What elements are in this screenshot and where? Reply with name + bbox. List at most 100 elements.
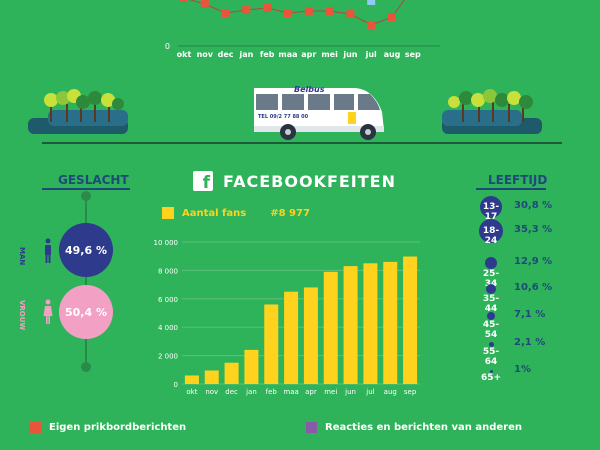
top-chart-xtick: mei: [321, 50, 338, 59]
fb-bar: [284, 291, 299, 384]
age-label: 13-17: [482, 202, 500, 222]
fb-xtick: mei: [324, 388, 337, 396]
fb-xtick: dec: [225, 388, 238, 396]
age-row: 45-54 7,1 %: [478, 305, 588, 340]
top-series-0-point: [242, 6, 251, 14]
top-series-0-point: [346, 10, 355, 18]
age-value: 10,6 %: [514, 282, 553, 293]
legend-reacties-label: Reacties en berichten van anderen: [325, 422, 522, 433]
age-row: 18-24 35,3 %: [478, 219, 588, 246]
woman-icon: [43, 299, 53, 324]
top-chart-xtick: jan: [238, 50, 253, 59]
age-label: 65+: [480, 372, 502, 383]
fb-xtick: jan: [245, 388, 257, 396]
fb-xtick: feb: [266, 388, 278, 396]
top-series-0-point: [388, 13, 396, 21]
fans-bar-chart: 0 2 000 4 000 6 000 8 000 10 000 okt nov dec jan f…: [154, 239, 420, 396]
fb-bar: [224, 362, 239, 384]
age-row: 65+ 1%: [478, 360, 588, 383]
fb-bar: [403, 256, 418, 384]
legend-eigen-swatch: [30, 422, 41, 433]
fans-legend: Aantal fans #8 977: [162, 207, 310, 219]
fb-bar: [264, 304, 279, 384]
legend-eigen: Eigen prikbordberichten: [30, 422, 186, 433]
top-chart-xtick: jun: [342, 50, 357, 59]
bus-illustration: [254, 88, 384, 140]
age-heading: LEEFTIJD: [488, 173, 548, 187]
age-row: 35-44 10,6 %: [478, 278, 588, 314]
age-label: 18-24: [482, 226, 500, 246]
fb-bar: [343, 266, 358, 384]
man-label: MAN: [18, 247, 26, 266]
top-series-0-point: [200, 0, 209, 8]
age-value: 1%: [514, 364, 531, 375]
fb-ytick: 4 000: [158, 324, 178, 332]
vrouw-circle: 50,4 %: [59, 285, 113, 339]
age-label: 45-54: [482, 320, 500, 340]
age-underline: [476, 188, 546, 190]
top-chart-xtick: feb: [260, 50, 275, 59]
age-dot: [489, 369, 493, 373]
top-chart-xtick: dec: [218, 50, 234, 59]
age-value: 35,3 %: [514, 224, 553, 235]
top-chart-xtick: nov: [197, 50, 214, 59]
top-chart-xtick: apr: [301, 50, 316, 59]
age-dot: [480, 196, 502, 218]
facebook-title-text: FACEBOOKFEITEN: [223, 171, 396, 191]
top-series-0-point: [325, 7, 334, 15]
age-label: 55-64: [482, 346, 500, 367]
top-series-line-0: [189, 0, 405, 26]
age-value: 12,9 %: [514, 256, 553, 267]
top-chart-xtick: aug: [384, 50, 401, 59]
legend-reacties: Reacties en berichten van anderen: [306, 422, 522, 433]
top-chart-xtick: maa: [278, 50, 297, 59]
trees-right-illustration: [442, 89, 542, 134]
man-icon: [45, 238, 51, 263]
vrouw-label: VROUW: [18, 300, 26, 331]
fb-xtick: okt: [186, 388, 197, 396]
fb-ytick: 10 000: [154, 239, 179, 247]
top-series-0-point: [180, 0, 188, 2]
fb-xtick: aug: [384, 388, 397, 396]
facebook-title: f FACEBOOKFEITEN: [193, 170, 396, 192]
fb-bar: [363, 263, 378, 384]
age-label: 35-44: [482, 294, 500, 314]
age-dot: [485, 257, 497, 269]
gender-dot-top: [81, 191, 91, 201]
age-dot: [479, 219, 503, 243]
fans-legend-label: Aantal fans: [182, 207, 247, 219]
gender-dot-bottom: [81, 362, 91, 372]
man-circle: 49,6 %: [59, 223, 113, 277]
fb-ytick: 2 000: [158, 353, 178, 361]
fb-xtick: maa: [283, 388, 298, 396]
bus-phone: TEL 09/2 77 88 00: [258, 114, 309, 120]
man-value: 49,6 %: [65, 243, 107, 257]
age-dot: [488, 341, 494, 347]
top-series-0-point: [284, 9, 292, 17]
top-series-0-point: [304, 7, 313, 15]
age-value: 2,1 %: [514, 337, 546, 348]
fb-ytick: 6 000: [158, 296, 178, 304]
fb-ytick: 0: [174, 381, 178, 389]
ground-line: [42, 142, 562, 144]
legend-reacties-swatch: [306, 422, 317, 433]
age-value: 30,8 %: [514, 200, 553, 211]
fb-bar: [184, 375, 199, 384]
bus-brand: Belbus: [294, 85, 325, 94]
top-series-0-point: [367, 21, 376, 29]
fb-bar: [244, 349, 259, 384]
top-chart-ytick: 500: [160, 0, 170, 1]
age-value: 7,1 %: [514, 309, 546, 320]
fb-bar: [383, 261, 398, 384]
gender-heading: GESLACHT: [58, 173, 129, 187]
fans-legend-swatch: [162, 207, 174, 219]
top-series-0-point: [221, 9, 230, 17]
fb-xtick: jul: [365, 388, 374, 396]
top-chart-xtick: sep: [405, 50, 421, 59]
fb-ytick: 8 000: [158, 267, 178, 275]
top-chart-xtick: okt: [177, 50, 192, 59]
age-row: 55-64 2,1 %: [478, 333, 588, 367]
age-dot: [486, 284, 496, 294]
age-row: 13-17 30,8 %: [478, 196, 588, 222]
